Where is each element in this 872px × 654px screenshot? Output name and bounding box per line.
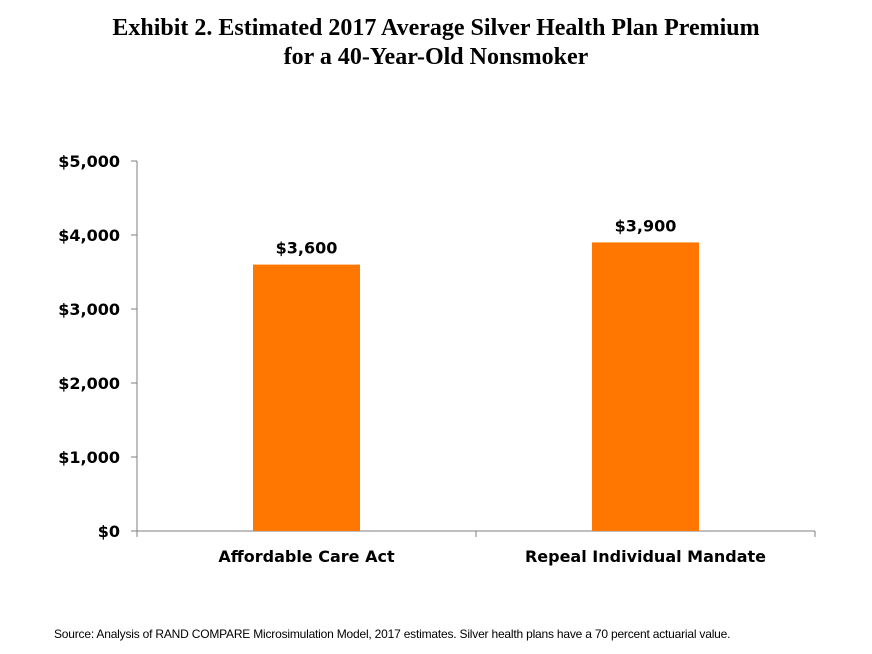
x-tick-label: Repeal Individual Mandate bbox=[525, 547, 766, 566]
y-tick-label: $3,000 bbox=[58, 300, 120, 319]
y-tick-label: $0 bbox=[98, 522, 120, 541]
chart-title-line-2: for a 40-Year-Old Nonsmoker bbox=[283, 44, 589, 70]
bar-data-label: $3,900 bbox=[615, 216, 677, 235]
bar bbox=[253, 264, 360, 531]
x-tick-label: Affordable Care Act bbox=[218, 547, 395, 566]
source-note: Source: Analysis of RAND COMPARE Microsi… bbox=[54, 627, 731, 641]
chart-title: Exhibit 2. Estimated 2017 Average Silver… bbox=[0, 14, 872, 72]
bar-data-label: $3,600 bbox=[276, 239, 338, 258]
y-tick-label: $1,000 bbox=[58, 448, 120, 467]
y-tick-label: $5,000 bbox=[58, 152, 120, 171]
bar bbox=[592, 242, 699, 531]
y-tick-label: $2,000 bbox=[58, 374, 120, 393]
chart-title-line-1: Exhibit 2. Estimated 2017 Average Silver… bbox=[112, 15, 760, 41]
y-tick-label: $4,000 bbox=[58, 226, 120, 245]
